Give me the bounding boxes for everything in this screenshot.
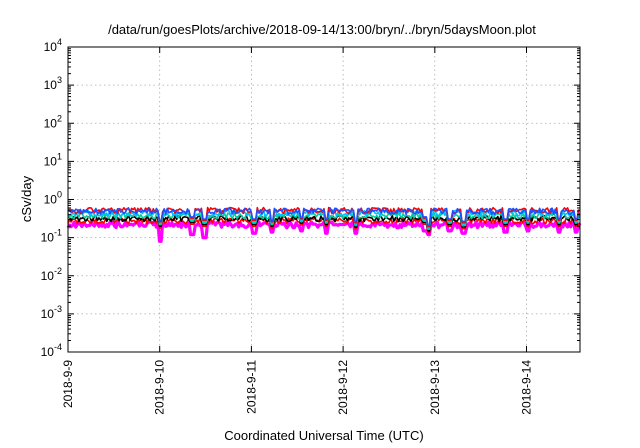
y-tick-label-exponent: 3 (57, 75, 62, 85)
x-tick-label: 2018-9-10 (153, 360, 167, 415)
y-tick-label-base: 10 (41, 269, 55, 283)
y-tick-label: 103 (44, 75, 62, 92)
y-tick-label: 10-4 (41, 342, 62, 359)
x-tick-label: 2018-9-12 (336, 360, 350, 415)
chart-title: /data/run/goesPlots/archive/2018-09-14/1… (108, 22, 536, 37)
y-tick-label-base: 10 (44, 116, 58, 130)
y-tick-label-exponent: -1 (54, 228, 62, 238)
x-tick-label: 2018-9-14 (520, 360, 534, 415)
y-tick-label-exponent: -3 (54, 304, 62, 314)
series-lines (66, 206, 582, 243)
y-tick-label: 104 (44, 37, 62, 54)
y-tick-label-base: 10 (44, 40, 58, 54)
y-tick-label: 102 (44, 113, 62, 130)
y-tick-label: 10-1 (41, 228, 62, 245)
y-tick-label: 101 (44, 151, 62, 168)
y-tick-label: 10-3 (41, 304, 62, 321)
y-tick-label-base: 10 (41, 345, 55, 359)
y-axis-label: cSv/day (19, 175, 34, 222)
x-axis-ticks: 2018-9-9 2018-9-10 2018-9-11 2018-9-12 2018-… (61, 47, 534, 415)
y-tick-label-base: 10 (44, 154, 58, 168)
y-tick-label-exponent: 0 (57, 190, 62, 200)
series-line (67, 207, 581, 227)
y-tick-label-exponent: 1 (57, 151, 62, 161)
x-tick-label: 2018-9-11 (244, 360, 258, 414)
y-tick-label: 10-2 (41, 266, 62, 283)
grid (68, 47, 580, 352)
y-tick-label-base: 10 (44, 78, 58, 92)
y-tick-label: 100 (44, 190, 62, 207)
y-tick-label-exponent: -4 (54, 342, 62, 352)
x-axis-label: Coordinated Universal Time (UTC) (224, 428, 423, 443)
y-tick-label-base: 10 (41, 307, 55, 321)
y-tick-label-exponent: 4 (57, 37, 62, 47)
y-tick-label-base: 10 (44, 193, 58, 207)
x-tick-label: 2018-9-9 (61, 360, 75, 408)
y-tick-label-exponent: 2 (57, 113, 62, 123)
x-tick-label: 2018-9-13 (428, 360, 442, 415)
y-tick-label-base: 10 (41, 231, 55, 245)
y-tick-label-exponent: -2 (54, 266, 62, 276)
